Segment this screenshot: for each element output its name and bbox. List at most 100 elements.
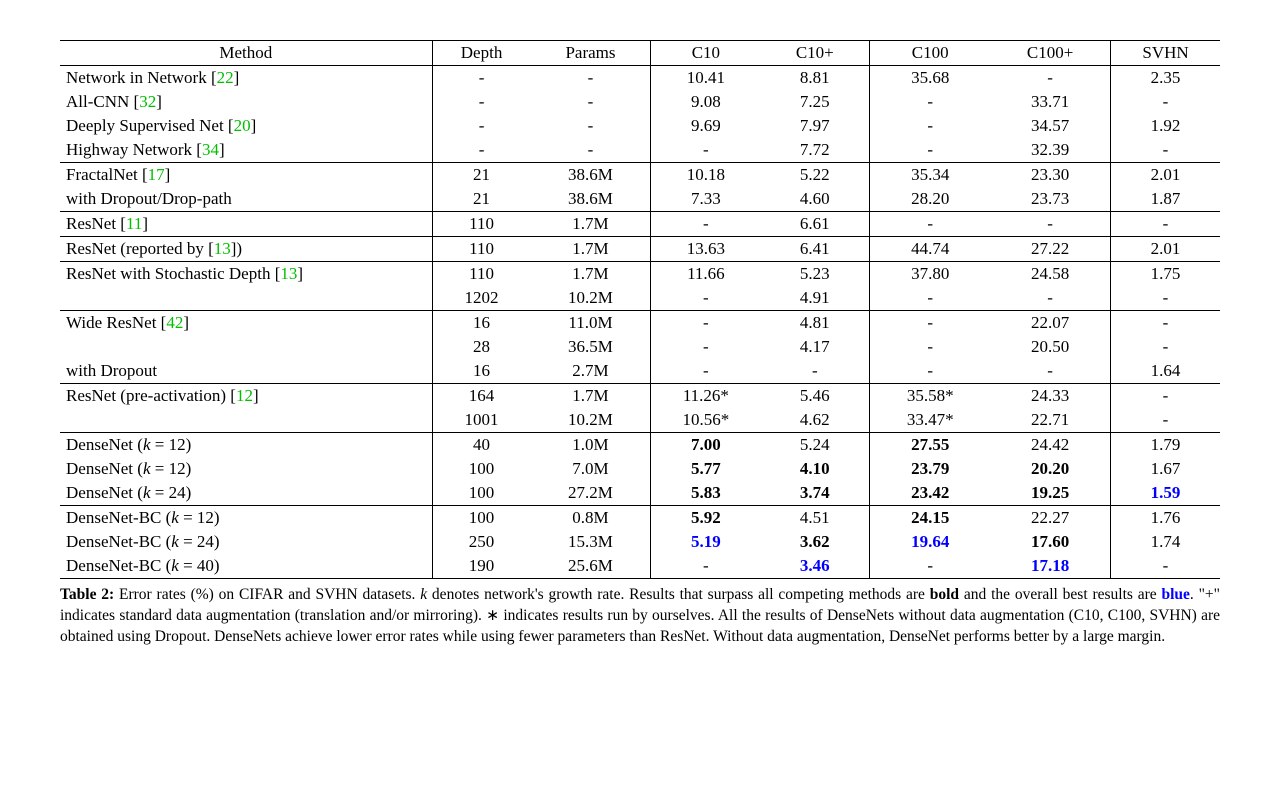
value-cell: 1.7M xyxy=(531,237,651,262)
value: 16 xyxy=(473,361,490,380)
caption-text: Error rates (%) on CIFAR and SVHN datase… xyxy=(114,586,420,603)
value-cell: - xyxy=(651,138,760,163)
value-cell: 21 xyxy=(432,163,530,188)
citation-number: 17 xyxy=(148,165,165,184)
value-cell: 100 xyxy=(432,481,530,506)
column-header: Method xyxy=(60,41,432,66)
value: 35.68 xyxy=(911,68,949,87)
citation-number: 11 xyxy=(126,214,142,233)
value-cell: 2.01 xyxy=(1111,163,1220,188)
value: 1.7M xyxy=(572,214,608,233)
value-cell: 1.74 xyxy=(1111,530,1220,554)
value: 4.62 xyxy=(800,410,830,429)
value-cell: 4.17 xyxy=(760,335,869,359)
value-cell: - xyxy=(432,138,530,163)
value: 17.18 xyxy=(1031,556,1069,575)
text-fragment: with Dropout/Drop-path xyxy=(66,189,232,208)
table-row: All-CNN [32]--9.087.25-33.71- xyxy=(60,90,1220,114)
value-cell: 37.80 xyxy=(870,262,990,287)
method-cell: DenseNet (k = 12) xyxy=(60,433,432,458)
caption-text: and the overall best results are xyxy=(959,586,1161,603)
text-fragment: ] xyxy=(165,165,171,184)
value: - xyxy=(588,116,594,135)
value: - xyxy=(927,214,933,233)
value: 1.7M xyxy=(572,239,608,258)
column-header: Params xyxy=(531,41,651,66)
value: 11.26* xyxy=(683,386,729,405)
value-cell: 33.71 xyxy=(990,90,1110,114)
value-cell: - xyxy=(870,114,990,138)
value-cell: - xyxy=(1111,212,1220,237)
value: 8.81 xyxy=(800,68,830,87)
value-cell: 23.79 xyxy=(870,457,990,481)
value-cell: 5.83 xyxy=(651,481,760,506)
value-cell: 3.74 xyxy=(760,481,869,506)
value-cell: - xyxy=(651,359,760,384)
method-cell: DenseNet-BC (k = 24) xyxy=(60,530,432,554)
value: 4.17 xyxy=(800,337,830,356)
method-cell: Wide ResNet [42] xyxy=(60,311,432,336)
value-cell: - xyxy=(432,66,530,91)
value: 23.42 xyxy=(911,483,949,502)
value: 32.39 xyxy=(1031,140,1069,159)
text-fragment: FractalNet [ xyxy=(66,165,148,184)
column-label: C100+ xyxy=(1027,43,1073,62)
value: - xyxy=(1163,140,1169,159)
value-cell: 5.92 xyxy=(651,506,760,531)
value: - xyxy=(927,337,933,356)
text-fragment: ]) xyxy=(231,239,242,258)
value-cell: 1.67 xyxy=(1111,457,1220,481)
value-cell: 36.5M xyxy=(531,335,651,359)
method-cell: DenseNet (k = 24) xyxy=(60,481,432,506)
value: 1.7M xyxy=(572,386,608,405)
value-cell: - xyxy=(990,66,1110,91)
results-table: MethodDepthParamsC10C10+C100C100+SVHN Ne… xyxy=(60,40,1220,579)
value: 1.87 xyxy=(1151,189,1181,208)
value-cell: 110 xyxy=(432,212,530,237)
text-fragment: ResNet [ xyxy=(66,214,126,233)
value-cell: 38.6M xyxy=(531,163,651,188)
text-fragment: Network in Network [ xyxy=(66,68,217,87)
value-cell: 6.41 xyxy=(760,237,869,262)
method-cell: ResNet (reported by [13]) xyxy=(60,237,432,262)
citation-number: 34 xyxy=(202,140,219,159)
column-header: Depth xyxy=(432,41,530,66)
value-cell: - xyxy=(531,66,651,91)
value-cell: - xyxy=(651,311,760,336)
value-cell: 7.97 xyxy=(760,114,869,138)
value-cell: 1.87 xyxy=(1111,187,1220,212)
value-cell: 15.3M xyxy=(531,530,651,554)
method-cell: Network in Network [22] xyxy=(60,66,432,91)
text-fragment: ] xyxy=(297,264,303,283)
value: - xyxy=(703,214,709,233)
value-cell: - xyxy=(1111,311,1220,336)
value-cell: - xyxy=(531,114,651,138)
citation-number: 12 xyxy=(236,386,253,405)
table-row: with Dropout162.7M----1.64 xyxy=(60,359,1220,384)
text-fragment: k xyxy=(171,508,179,527)
value-cell: 1.0M xyxy=(531,433,651,458)
value: 21 xyxy=(473,189,490,208)
value: - xyxy=(703,337,709,356)
value-cell: 164 xyxy=(432,384,530,409)
value-cell: 7.0M xyxy=(531,457,651,481)
value: 24.58 xyxy=(1031,264,1069,283)
value: - xyxy=(927,556,933,575)
value-cell: 0.8M xyxy=(531,506,651,531)
value: 28 xyxy=(473,337,490,356)
value: 1.75 xyxy=(1151,264,1181,283)
value: 11.66 xyxy=(687,264,725,283)
value-cell: 11.0M xyxy=(531,311,651,336)
text-fragment: DenseNet-BC ( xyxy=(66,532,171,551)
value: 25.6M xyxy=(568,556,613,575)
text-fragment: k xyxy=(171,532,179,551)
table-row: 2836.5M-4.17-20.50- xyxy=(60,335,1220,359)
value: 2.01 xyxy=(1151,165,1181,184)
value-cell: - xyxy=(870,554,990,579)
value: 22.71 xyxy=(1031,410,1069,429)
value: 250 xyxy=(469,532,495,551)
value: 27.55 xyxy=(911,435,949,454)
table-row: Network in Network [22]--10.418.8135.68-… xyxy=(60,66,1220,91)
value: 1.0M xyxy=(572,435,608,454)
value-cell: - xyxy=(760,359,869,384)
